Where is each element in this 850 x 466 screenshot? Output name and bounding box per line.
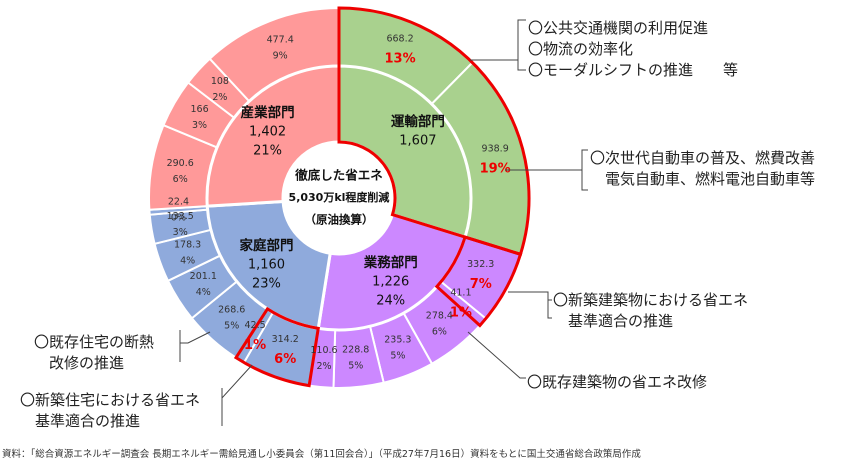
callout-new-houses: 〇新築住宅における省エネ 基準適合の推進 <box>20 390 200 432</box>
highlight-border <box>434 235 523 328</box>
callout-new-buildings-line-2: 基準適合の推進 <box>553 312 674 330</box>
outer-value-label: 668.2 <box>386 34 413 45</box>
outer-value-label: 290.6 <box>167 158 194 169</box>
outer-value-label: 166 <box>190 104 208 115</box>
leader-existing-buildings <box>467 331 526 379</box>
outer-pct-label: 0% <box>171 213 186 224</box>
outer-pct-label: 5% <box>390 350 405 361</box>
outer-value-label: 22.4 <box>168 197 189 208</box>
outer-pct-label: 6% <box>274 352 296 367</box>
outer-pct-label: 2% <box>212 92 227 103</box>
leader-next-gen-vehicles <box>505 149 588 191</box>
inner-segment-industry <box>205 64 341 208</box>
callout-existing-buildings-line-1: 〇既存建築物の省エネ改修 <box>527 373 708 391</box>
leader-public-transit <box>470 19 526 71</box>
center-unit-note: （原油換算） <box>305 213 374 227</box>
leader-new-houses <box>221 364 253 426</box>
callout-next-gen-vehicles: 〇次世代自動車の普及、燃費改善 電気自動車、燃料電池自動車等 <box>590 148 815 190</box>
leader-new-buildings <box>508 291 552 319</box>
inner-sector-pct: 21% <box>253 143 282 158</box>
callout-public-transit-line-3: 〇モーダルシフトの推進 等 <box>528 61 739 79</box>
outer-value-label: 235.3 <box>384 334 411 345</box>
callout-existing-houses-line-1: 〇既存住宅の断熱 <box>34 333 155 351</box>
outer-pct-label: 13% <box>385 52 416 67</box>
center-amount: 5,030万kl程度削減 <box>289 190 390 204</box>
outer-value-label: 268.6 <box>218 305 245 316</box>
highlight-border <box>337 6 531 257</box>
leader-existing-houses <box>179 330 211 362</box>
callout-next-gen-vehicles-line-2: 電気自動車、燃料電池自動車等 <box>590 170 816 188</box>
outer-value-label: 314.2 <box>272 334 299 345</box>
callout-existing-houses-line-2: 改修の推進 <box>34 354 125 372</box>
outer-pct-label: 6% <box>173 174 188 185</box>
inner-sector-name: 運輸部門 <box>391 113 445 130</box>
callout-new-houses-line-1: 〇新築住宅における省エネ <box>20 391 201 409</box>
callout-public-transit-line-2: 〇物流の効率化 <box>528 40 634 58</box>
callout-public-transit-line-1: 〇公共交通機関の利用促進 <box>528 19 709 37</box>
outer-pct-label: 3% <box>192 120 207 131</box>
center-hole <box>285 144 393 252</box>
outer-pct-label: 4% <box>196 287 211 298</box>
inner-sector-value: 1,607 <box>399 133 436 148</box>
outer-pct-label: 1% <box>450 306 472 321</box>
callout-new-buildings: 〇新築建築物における省エネ 基準適合の推進 <box>553 290 748 332</box>
outer-pct-label: 5% <box>348 361 363 372</box>
inner-sector-pct: 24% <box>376 294 405 309</box>
outer-value-label: 477.4 <box>267 35 294 46</box>
callout-next-gen-vehicles-line-1: 〇次世代自動車の普及、燃費改善 <box>590 149 816 167</box>
inner-sector-name: 産業部門 <box>241 104 295 121</box>
outer-value-label: 108 <box>211 76 229 87</box>
outer-pct-label: 6% <box>432 326 447 337</box>
center-title: 徹底した省エネ <box>294 168 383 183</box>
outer-value-label: 133.5 <box>167 211 194 222</box>
inner-sector-name: 業務部門 <box>363 254 418 271</box>
outer-pct-label: 4% <box>180 255 195 266</box>
callout-existing-houses: 〇既存住宅の断熱 改修の推進 <box>34 332 154 374</box>
inner-sector-value: 1,226 <box>372 275 409 290</box>
outer-pct-label: 9% <box>273 51 288 62</box>
outer-value-label: 41.1 <box>450 288 471 299</box>
callout-new-buildings-line-1: 〇新築建築物における省エネ <box>553 291 749 309</box>
outer-pct-label: 2% <box>316 361 331 372</box>
outer-value-label: 201.1 <box>190 271 217 282</box>
outer-value-label: 178.3 <box>174 239 201 250</box>
inner-sector-value: 1,402 <box>249 124 286 139</box>
outer-pct-label: 5% <box>224 321 239 332</box>
outer-value-label: 228.8 <box>342 345 369 356</box>
outer-value-label: 42.5 <box>245 320 266 331</box>
outer-pct-label: 19% <box>480 161 511 176</box>
callout-existing-buildings: 〇既存建築物の省エネ改修 <box>527 372 707 393</box>
outer-value-label: 332.3 <box>467 259 494 270</box>
highlight-border <box>233 306 320 388</box>
callout-new-houses-line-2: 基準適合の推進 <box>20 412 141 430</box>
outer-pct-label: 1% <box>244 338 266 353</box>
outer-pct-label: 3% <box>173 227 188 238</box>
outer-value-label: 938.9 <box>482 143 509 154</box>
outer-value-label: 110.6 <box>310 345 337 356</box>
inner-sector-name: 家庭部門 <box>239 237 293 254</box>
outer-pct-label: 7% <box>470 277 492 292</box>
inner-sector-value: 1,160 <box>248 257 285 272</box>
outer-value-label: 278.4 <box>426 310 453 321</box>
source-note: 資料：「総合資源エネルギー調査会 長期エネルギー需給見通し小委員会（第11回会合… <box>2 449 641 460</box>
callout-public-transit: 〇公共交通機関の利用促進 〇物流の効率化 〇モーダルシフトの推進 等 <box>528 18 738 81</box>
inner-sector-pct: 23% <box>252 276 281 291</box>
